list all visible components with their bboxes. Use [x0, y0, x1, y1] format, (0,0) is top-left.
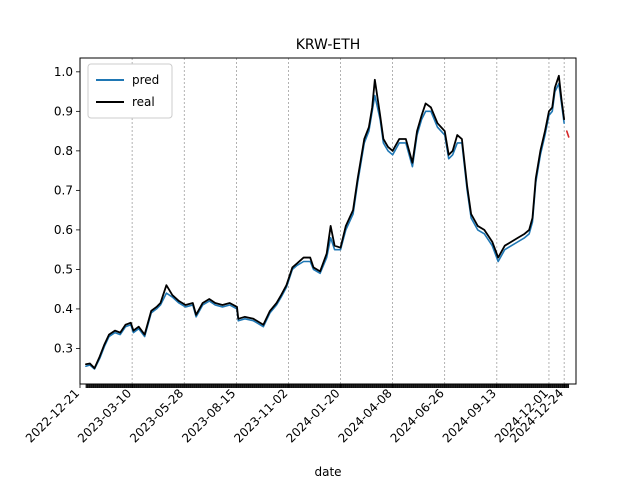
y-tick-label: 1.0 — [54, 65, 73, 79]
y-axis: 0.3 0.4 0.5 0.6 0.7 0.8 0.9 1.0 — [54, 65, 80, 355]
y-tick-label: 0.5 — [54, 262, 73, 276]
series-line-extra — [565, 130, 570, 138]
chart-title: KRW-ETH — [296, 37, 361, 53]
x-axis-label: date — [314, 465, 341, 479]
legend-box — [87, 63, 173, 119]
y-tick-label: 0.3 — [54, 341, 73, 355]
legend-label-real: real — [132, 95, 155, 109]
y-tick-label: 0.8 — [54, 144, 73, 158]
series-layer — [85, 74, 570, 370]
y-tick-label: 0.4 — [54, 302, 73, 316]
series-line-pred — [85, 82, 565, 370]
y-tick-label: 0.9 — [54, 104, 73, 118]
x-minor-ticks — [85, 384, 570, 388]
y-tick-label: 0.7 — [54, 183, 73, 197]
legend: pred real — [87, 63, 173, 119]
y-tick-label: 0.6 — [54, 223, 73, 237]
legend-label-pred: pred — [132, 73, 159, 87]
series-line-real — [85, 74, 566, 370]
